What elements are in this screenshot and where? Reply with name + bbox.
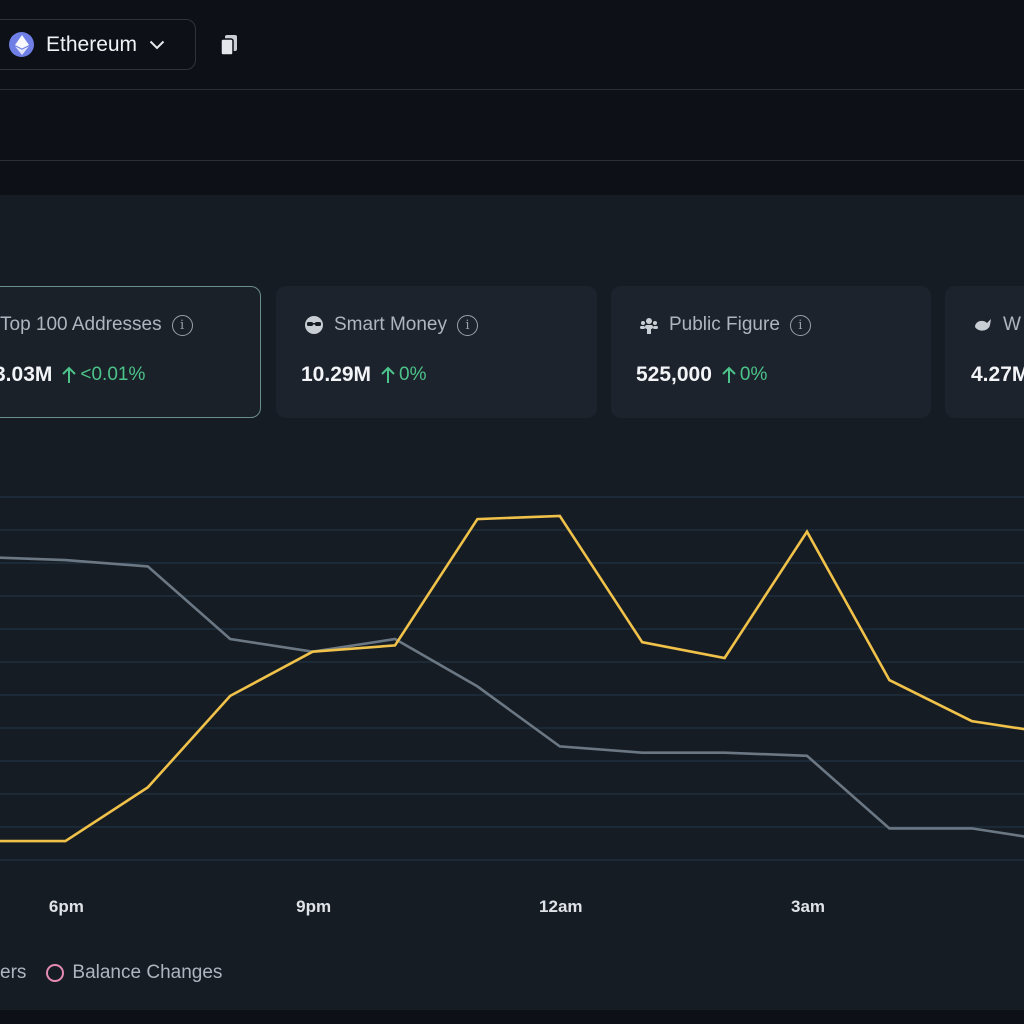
series-line-secondary[interactable] — [0, 556, 1024, 841]
card-title-text: W — [1003, 314, 1021, 335]
card-smart-money[interactable] — [276, 286, 597, 418]
change-text: <0.01% — [80, 364, 146, 385]
legend-label: ers — [0, 962, 27, 983]
arrow-up-icon — [62, 366, 77, 383]
change-badge: 0% — [722, 364, 767, 386]
change-badge: <0.01% — [62, 364, 145, 386]
x-tick-label: 9pm — [296, 897, 332, 916]
sunglasses-icon — [304, 315, 324, 335]
x-tick-label: 3am — [790, 897, 826, 916]
series-line-primary[interactable] — [0, 514, 1024, 843]
card-value-text: 4.27M — [971, 363, 1024, 386]
change-badge: 0% — [381, 364, 427, 386]
card-value-text: 525,000 — [636, 363, 712, 386]
card-title-top-100: Top 100 Addresses i — [0, 314, 193, 336]
ethereum-icon — [9, 32, 34, 57]
info-icon[interactable]: i — [171, 314, 193, 336]
card-value-top-100: 3.03M <0.01% — [0, 363, 145, 387]
card-value-text: 10.29M — [301, 363, 372, 386]
arrow-up-icon — [381, 366, 395, 383]
card-value-public-figure: 525,000 0% — [636, 363, 767, 387]
legend-circle-icon — [46, 964, 65, 982]
whale-icon — [973, 315, 993, 335]
info-icon[interactable]: i — [456, 314, 478, 336]
change-text: 0% — [739, 364, 768, 385]
arrow-up-icon — [722, 366, 736, 383]
x-tick-label: 6pm — [48, 897, 84, 916]
card-value-whale: 4.27M — [971, 363, 1024, 387]
network-selector[interactable]: Ethereum — [0, 19, 196, 70]
card-public-figure[interactable] — [611, 286, 931, 418]
sub-toolbar — [0, 91, 1024, 161]
chevron-down-icon — [149, 40, 165, 50]
legend-item-balance-changes[interactable]: Balance Changes — [46, 962, 222, 984]
legend-label: Balance Changes — [72, 962, 223, 983]
footer-strip — [0, 1010, 1024, 1024]
card-title-public-figure: Public Figure i — [639, 314, 811, 336]
card-title-text: Top 100 Addresses — [0, 314, 162, 335]
crowd-icon — [639, 315, 659, 335]
card-value-text: 3.03M — [0, 363, 53, 386]
info-icon[interactable]: i — [789, 314, 811, 336]
card-title-text: Smart Money — [334, 314, 447, 335]
card-value-smart-money: 10.29M 0% — [301, 363, 427, 387]
card-title-smart-money: Smart Money i — [304, 314, 478, 336]
top-bar: Ethereum — [0, 0, 1024, 90]
card-title-text: Public Figure — [669, 314, 780, 335]
legend: ers Balance Changes — [0, 960, 222, 986]
line-chart — [0, 496, 1024, 861]
network-label: Ethereum — [46, 32, 138, 56]
legend-item-holders[interactable]: ers — [0, 962, 26, 984]
card-whale[interactable] — [945, 286, 1024, 418]
copy-icon[interactable] — [217, 32, 241, 58]
change-text: 0% — [399, 364, 427, 385]
card-top-100-addresses[interactable] — [0, 286, 261, 418]
x-tick-label: 12am — [539, 897, 583, 916]
card-title-whale: W — [973, 314, 1024, 336]
